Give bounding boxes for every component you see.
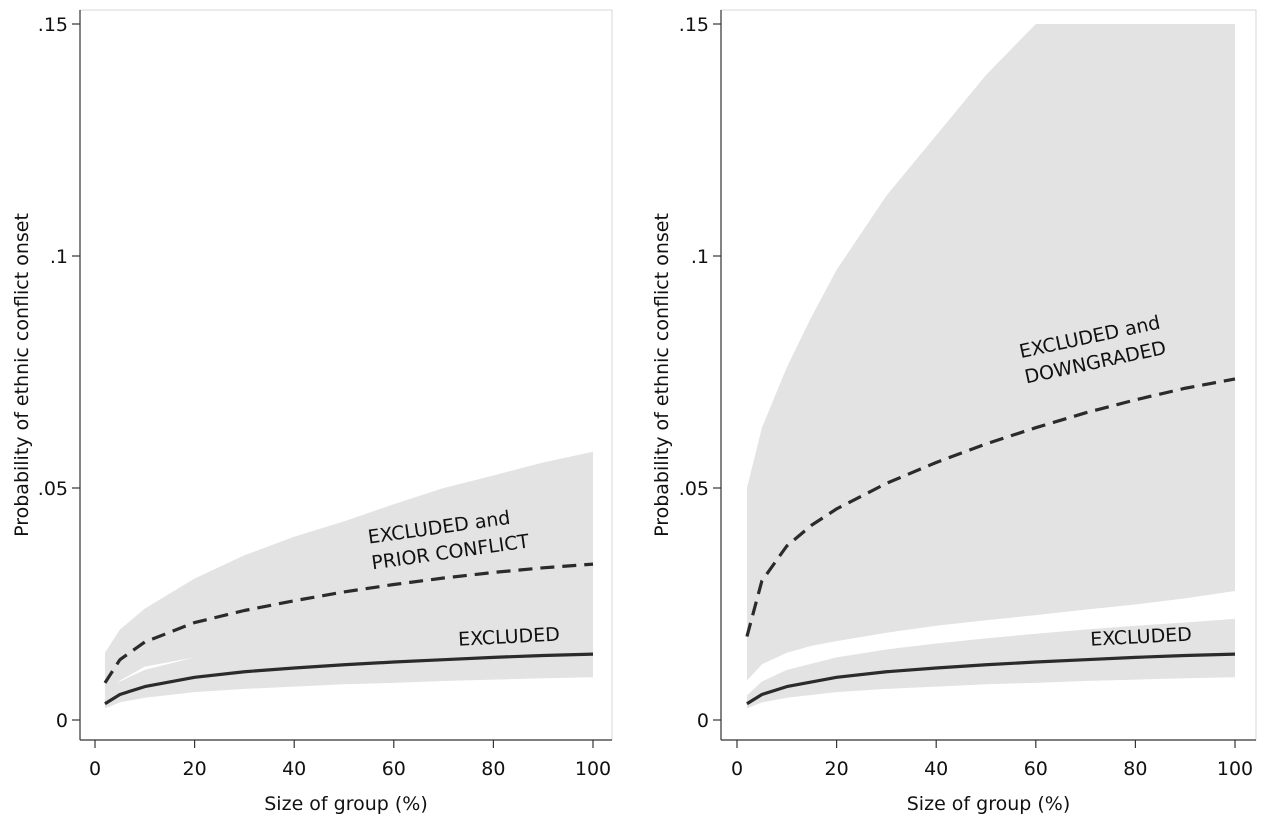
y-axis-title: Probability of ethnic conflict onset	[11, 213, 33, 537]
dashed-series-line	[745, 377, 1236, 637]
y-tick-label: .05	[38, 478, 68, 500]
y-axis-title: Probability of ethnic conflict onset	[651, 213, 673, 537]
y-tick-label: .1	[691, 246, 709, 268]
x-tick-label: 0	[89, 758, 101, 780]
dashed-series-ci-band	[746, 24, 1235, 681]
y-tick-label: 0	[697, 710, 709, 732]
y-tick-label: .15	[38, 14, 68, 36]
solid-series-line	[746, 652, 1236, 706]
x-tick-label: 20	[825, 758, 849, 780]
y-tick-label: .1	[50, 246, 68, 268]
series-annotation: EXCLUDED	[458, 623, 561, 650]
solid-series-line	[104, 652, 594, 706]
x-tick-label: 80	[481, 758, 505, 780]
x-tick-label: 60	[382, 758, 406, 780]
x-axis-title: Size of group (%)	[907, 793, 1071, 815]
y-tick-label: .15	[679, 14, 709, 36]
x-axis-title: Size of group (%)	[264, 793, 428, 815]
x-tick-label: 0	[731, 758, 743, 780]
y-tick-label: .05	[679, 478, 709, 500]
x-tick-label: 20	[183, 758, 207, 780]
x-tick-label: 40	[924, 758, 948, 780]
dashed-series-ci-band	[104, 451, 594, 701]
x-tick-label: 100	[1217, 758, 1253, 780]
right-panel: 0 20 40 60 80 100 0 .05 .1 .15 Size of group (%) Pr…	[651, 9, 1257, 815]
y-tick-label: 0	[56, 710, 68, 732]
series-annotation: EXCLUDED	[1090, 623, 1193, 650]
x-tick-label: 60	[1024, 758, 1048, 780]
x-tick-label: 40	[282, 758, 306, 780]
x-tick-label: 80	[1123, 758, 1147, 780]
left-panel: 0 20 40 60 80 100 0 .05 .1 .15 Size of group (%) Pr…	[11, 9, 613, 815]
x-tick-label: 100	[575, 758, 611, 780]
dashed-series-line	[103, 562, 594, 684]
